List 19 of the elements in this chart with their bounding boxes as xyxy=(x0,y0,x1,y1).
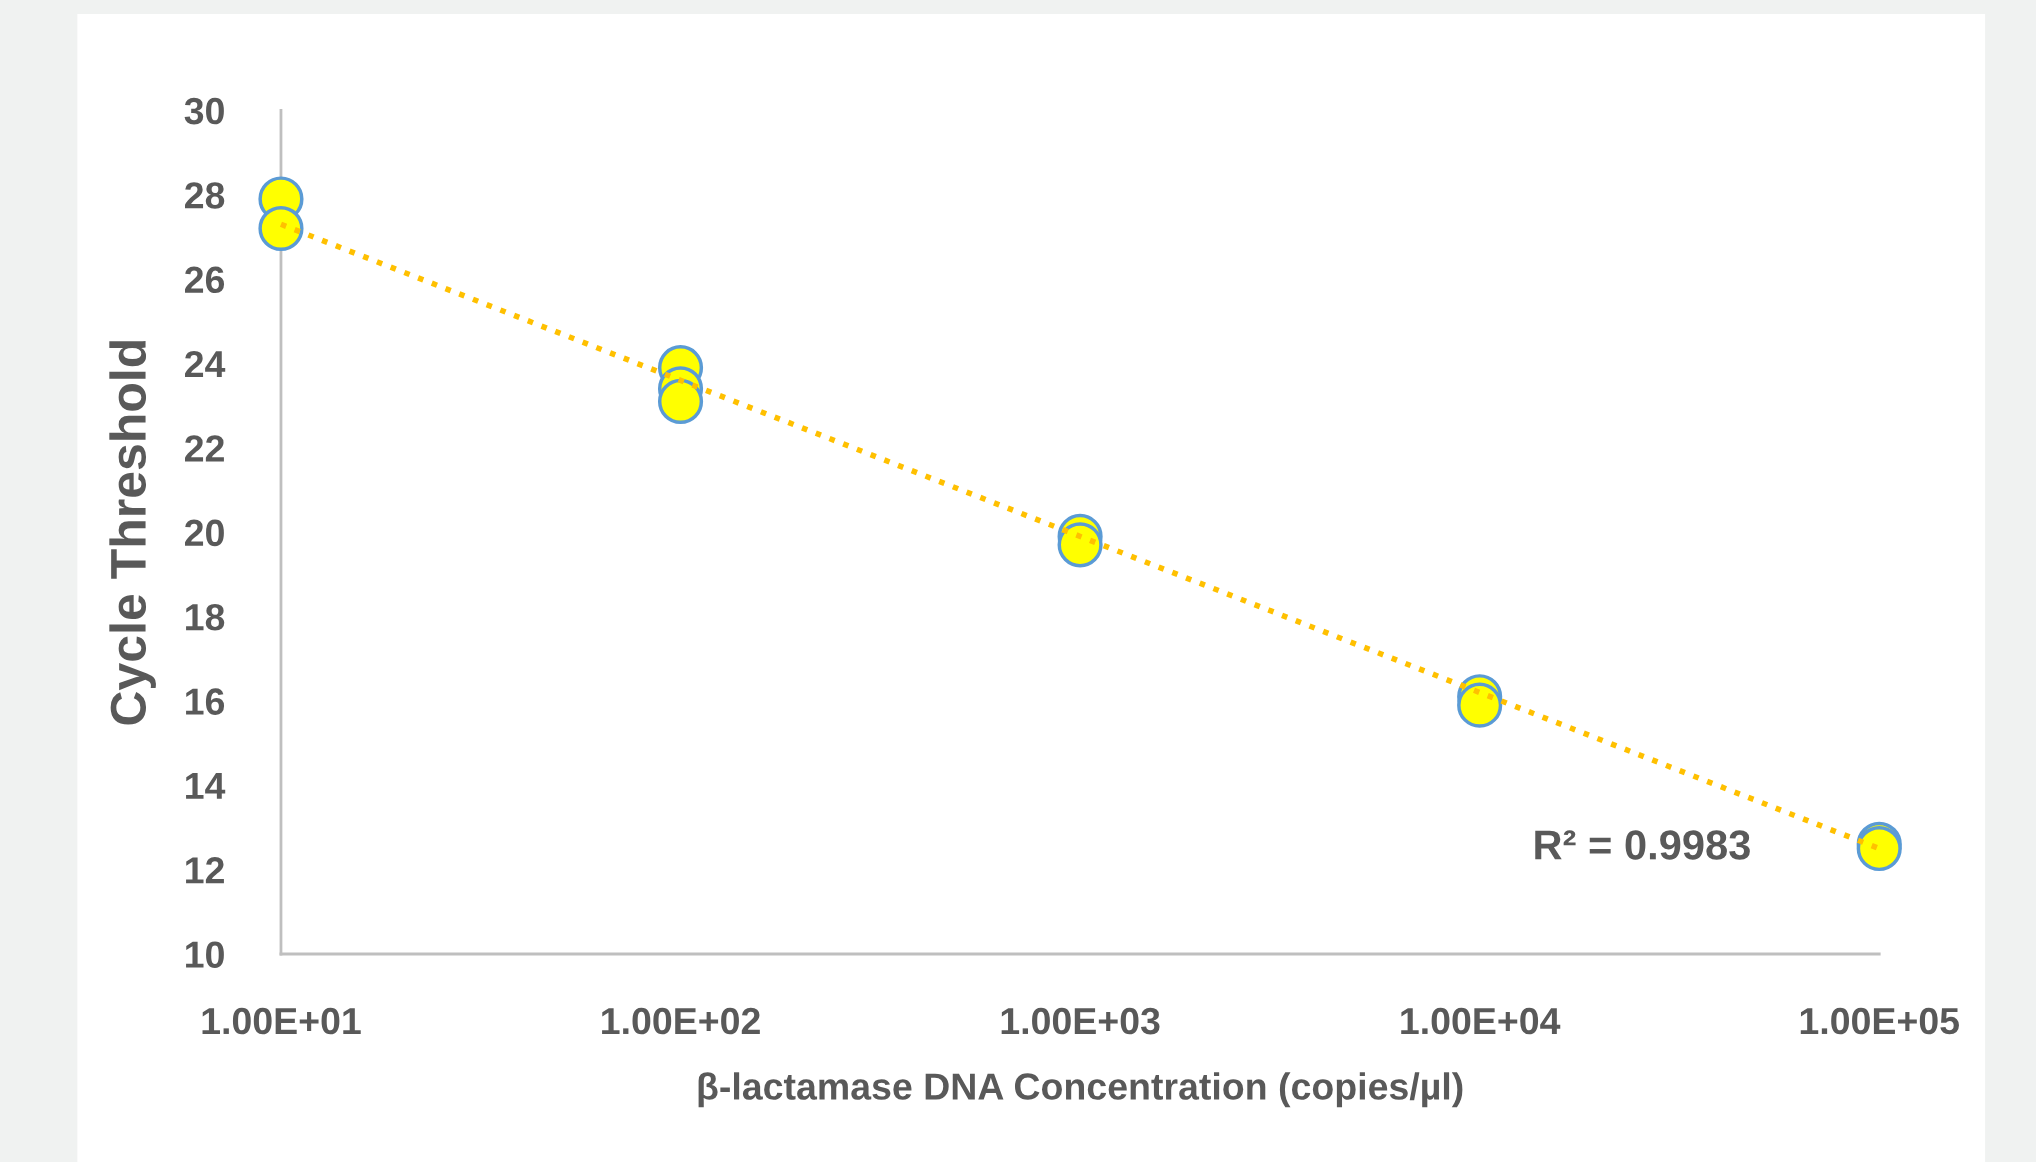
y-tick-label: 30 xyxy=(184,97,224,125)
annotation: R² = 0.9983 xyxy=(1535,830,1750,860)
x-tick-label: 1.00E+01 xyxy=(202,1007,361,1035)
y-tick-label: 22 xyxy=(185,435,224,462)
y-axis-title: Cycle Threshold xyxy=(109,340,156,725)
x-tick-label: 1.00E+04 xyxy=(1401,1007,1561,1035)
y-tick-label: 16 xyxy=(186,688,225,715)
y-tick-label: 20 xyxy=(185,519,224,547)
x-tick-label: 1.00E+05 xyxy=(1800,1007,1959,1035)
x-tick-label: 1.00E+02 xyxy=(602,1007,760,1035)
x-tick-label: 1.00E+03 xyxy=(1001,1007,1160,1035)
y-tick-label: 28 xyxy=(185,182,225,209)
y-tick-label: 26 xyxy=(185,266,225,294)
y-tick-label: 24 xyxy=(185,350,226,378)
y-tick-label: 14 xyxy=(186,773,226,799)
x-axis-title: β-lactamase DNA Concentration (copies/µl) xyxy=(698,1072,1463,1108)
y-tick-label: 18 xyxy=(186,603,225,631)
y-tick-label: 10 xyxy=(186,941,224,968)
y-tick-label: 12 xyxy=(186,857,224,884)
